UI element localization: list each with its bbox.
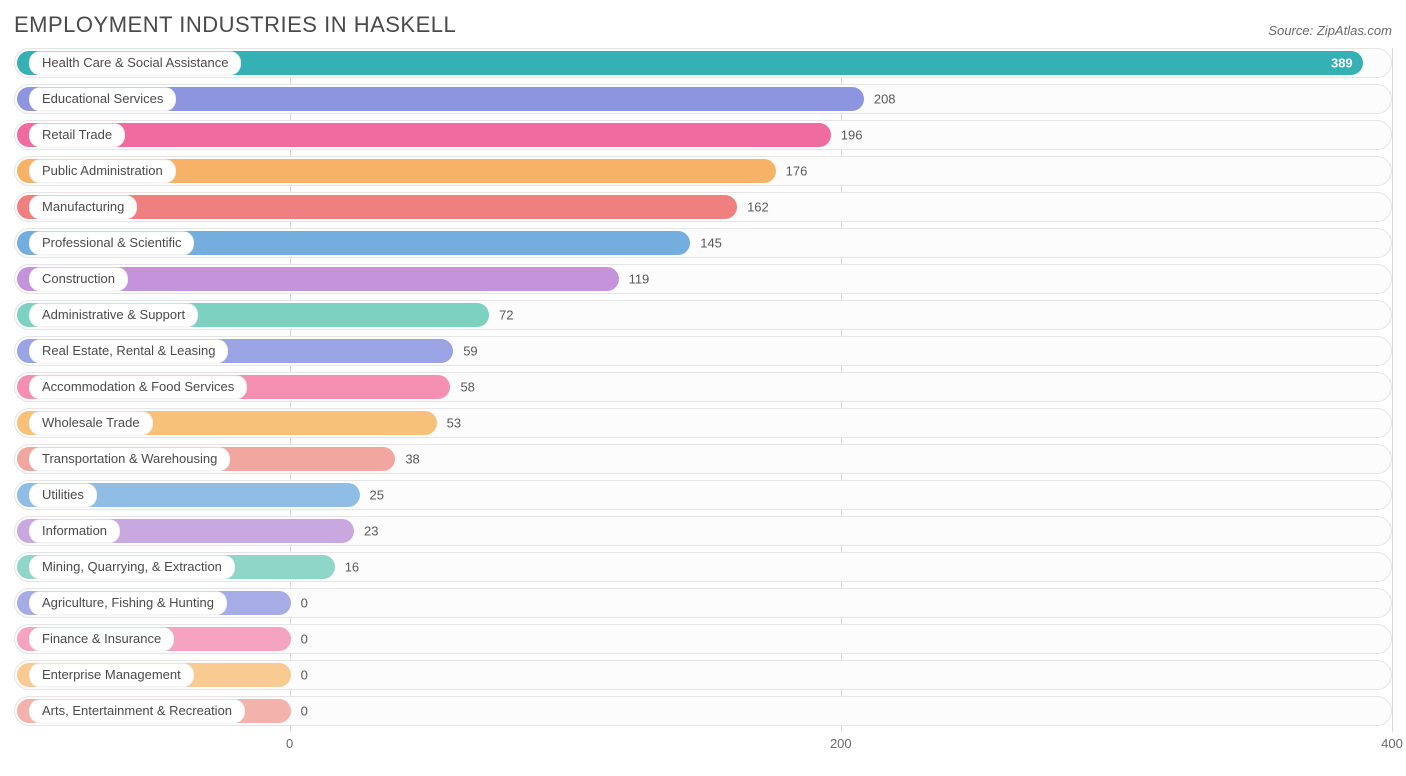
bar-value: 145 [700, 236, 722, 251]
bar-row: Mining, Quarrying, & Extraction 16 [14, 552, 1392, 582]
bar-row: Professional & Scientific 145 [14, 228, 1392, 258]
bar-label: Utilities [29, 483, 97, 507]
bar-label: Mining, Quarrying, & Extraction [29, 555, 235, 579]
bar-value: 0 [301, 668, 308, 683]
bar-label: Public Administration [29, 159, 176, 183]
bar-label: Information [29, 519, 120, 543]
bar-row: Utilities 25 [14, 480, 1392, 510]
bar-label: Manufacturing [29, 195, 137, 219]
bar-row: Manufacturing 162 [14, 192, 1392, 222]
bar-value: 0 [301, 704, 308, 719]
bar-label: Enterprise Management [29, 663, 194, 687]
bar-row: Educational Services 208 [14, 84, 1392, 114]
bar-label: Retail Trade [29, 123, 125, 147]
bar-label: Accommodation & Food Services [29, 375, 247, 399]
bar-label: Health Care & Social Assistance [29, 51, 241, 75]
bar-label: Finance & Insurance [29, 627, 174, 651]
bar-value: 72 [499, 308, 513, 323]
bar-row: Information 23 [14, 516, 1392, 546]
bar-row: Transportation & Warehousing 38 [14, 444, 1392, 474]
bar-row: Real Estate, Rental & Leasing 59 [14, 336, 1392, 366]
bar-row: Finance & Insurance 0 [14, 624, 1392, 654]
bar-value: 58 [460, 380, 474, 395]
chart-title: EMPLOYMENT INDUSTRIES IN HASKELL [14, 12, 456, 38]
bar-value: 389 [1331, 56, 1353, 71]
bar-row: Public Administration 176 [14, 156, 1392, 186]
bar-label: Administrative & Support [29, 303, 198, 327]
bar-row: Construction 119 [14, 264, 1392, 294]
x-axis-tick: 0 [286, 736, 293, 751]
bar-value: 16 [345, 560, 359, 575]
bar-row: Wholesale Trade 53 [14, 408, 1392, 438]
bar-value: 23 [364, 524, 378, 539]
bar-row: 389 Health Care & Social Assistance [14, 48, 1392, 78]
bar-value: 53 [447, 416, 461, 431]
bar-label: Wholesale Trade [29, 411, 153, 435]
bar-value: 208 [874, 92, 896, 107]
bar-value: 119 [629, 272, 650, 287]
bars-container: 389 Health Care & Social Assistance Educat… [14, 48, 1392, 726]
bar-label: Transportation & Warehousing [29, 447, 230, 471]
bar-row: Enterprise Management 0 [14, 660, 1392, 690]
bar-row: Retail Trade 196 [14, 120, 1392, 150]
x-axis-tick: 400 [1381, 736, 1403, 751]
x-axis-tick: 200 [830, 736, 852, 751]
bar-row: Accommodation & Food Services 58 [14, 372, 1392, 402]
bar-value: 59 [463, 344, 477, 359]
bar-label: Educational Services [29, 87, 176, 111]
bar-value: 25 [370, 488, 384, 503]
x-axis: 0200400 [14, 732, 1392, 756]
bar-value: 0 [301, 596, 308, 611]
bar-label: Arts, Entertainment & Recreation [29, 699, 245, 723]
source-name: ZipAtlas.com [1317, 23, 1392, 38]
bar-label: Agriculture, Fishing & Hunting [29, 591, 227, 615]
bar-value: 0 [301, 632, 308, 647]
bar [17, 123, 831, 147]
bar-row: Administrative & Support 72 [14, 300, 1392, 330]
bar-row: Agriculture, Fishing & Hunting 0 [14, 588, 1392, 618]
bar-row: Arts, Entertainment & Recreation 0 [14, 696, 1392, 726]
bar-value: 162 [747, 200, 769, 215]
bar-label: Professional & Scientific [29, 231, 194, 255]
grid-line [1392, 48, 1393, 732]
bar-value: 176 [786, 164, 808, 179]
bar-value: 38 [405, 452, 419, 467]
bar-label: Real Estate, Rental & Leasing [29, 339, 228, 363]
bar-value: 196 [841, 128, 863, 143]
bar-label: Construction [29, 267, 128, 291]
chart-area: 389 Health Care & Social Assistance Educat… [14, 48, 1392, 756]
chart-header: EMPLOYMENT INDUSTRIES IN HASKELL Source:… [14, 12, 1392, 38]
source-attribution: Source: ZipAtlas.com [1268, 23, 1392, 38]
source-label: Source: [1268, 23, 1313, 38]
